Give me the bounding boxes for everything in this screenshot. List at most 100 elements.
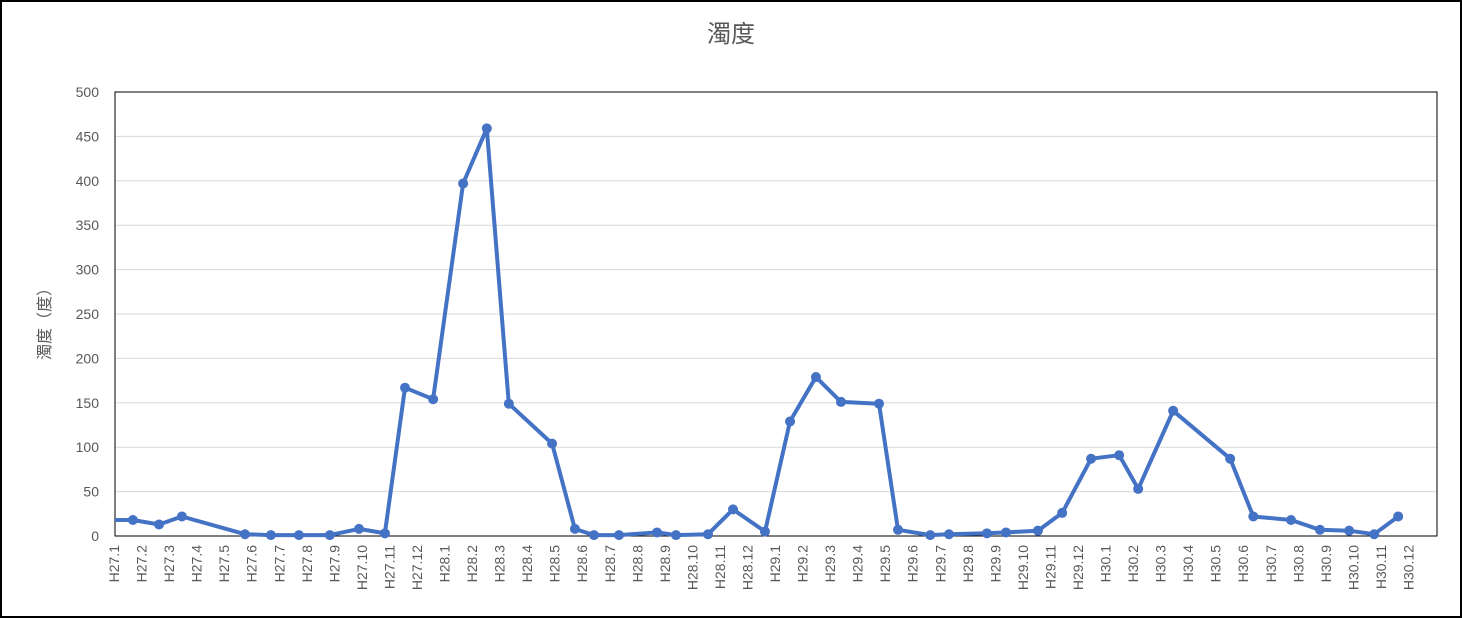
data-point (925, 530, 936, 541)
x-tick-label: H30.7 (1263, 545, 1279, 583)
x-tick-label: H30.10 (1345, 545, 1361, 590)
x-tick-label: H28.2 (464, 545, 480, 583)
data-point (1225, 453, 1236, 464)
data-point (1133, 483, 1144, 494)
x-tick-label: H28.3 (492, 545, 508, 583)
data-point (1057, 507, 1068, 518)
y-tick-label: 300 (76, 262, 100, 278)
x-tick-label: H30.12 (1400, 545, 1416, 590)
x-tick-label: H29.3 (822, 545, 838, 583)
data-point (547, 438, 558, 449)
x-tick-label: H30.9 (1318, 545, 1334, 583)
data-point (400, 382, 411, 393)
x-tick-label: H29.8 (960, 545, 976, 583)
data-point (1248, 511, 1259, 522)
x-tick-label: H28.5 (547, 545, 563, 583)
x-tick-label: H27.11 (381, 545, 397, 589)
data-point (1114, 450, 1125, 461)
data-line (115, 126, 1400, 538)
data-point (265, 530, 276, 541)
x-tick-label: H30.1 (1098, 545, 1114, 583)
x-tick-label: H27.4 (189, 545, 205, 583)
data-point (239, 529, 250, 540)
x-tick-label: H27.2 (134, 545, 150, 583)
data-point (1000, 527, 1011, 538)
data-point (458, 178, 469, 189)
y-tick-label: 350 (76, 217, 100, 233)
x-tick-label: H29.7 (932, 545, 948, 583)
data-point (810, 372, 821, 383)
x-tick-label: H27.10 (354, 545, 370, 590)
data-point (652, 527, 663, 538)
y-tick-label: 500 (76, 84, 100, 100)
x-tick-label: H28.7 (602, 545, 618, 583)
x-tick-label: H28.8 (629, 545, 645, 583)
x-tick-label: H30.2 (1125, 545, 1141, 583)
x-tick-label: H29.6 (905, 545, 921, 583)
y-tick-label: 200 (76, 350, 100, 366)
data-point (785, 416, 796, 427)
x-tick-label: H29.11 (1042, 545, 1058, 589)
plot-frame (114, 91, 1438, 537)
data-point (943, 529, 954, 540)
x-tick-label: H30.11 (1373, 545, 1389, 589)
x-tick-label: H27.3 (161, 545, 177, 583)
data-point (176, 511, 187, 522)
data-point (893, 524, 904, 535)
x-tick-label: H29.1 (767, 545, 783, 583)
x-tick-label: H28.4 (519, 545, 535, 583)
data-point (127, 515, 138, 526)
x-tick-label: H28.10 (684, 545, 700, 590)
data-point (1393, 511, 1404, 522)
x-tick-label: H30.8 (1290, 545, 1306, 583)
chart-title: 濁度 (707, 21, 755, 48)
data-point (293, 530, 304, 541)
x-tick-label: H27.7 (271, 545, 287, 583)
data-point (1344, 525, 1355, 536)
x-tick-label: H29.5 (877, 545, 893, 583)
data-point (588, 530, 599, 541)
x-tick-label: H29.2 (795, 545, 811, 583)
data-point (702, 529, 713, 540)
y-axis-label: 濁度（度） (36, 280, 54, 360)
y-tick-label: 450 (76, 128, 100, 144)
x-tick-label: H27.1 (106, 545, 122, 583)
x-tick-label: H27.5 (216, 545, 232, 583)
x-tick-label: H27.8 (299, 545, 315, 583)
data-point (154, 519, 165, 530)
data-point (503, 398, 514, 409)
y-tick-label: 0 (91, 528, 99, 544)
x-tick-label: H29.9 (987, 545, 1003, 583)
data-point (481, 123, 492, 134)
data-point (874, 398, 885, 409)
x-tick-label: H28.9 (657, 545, 673, 583)
x-tick-label: H30.5 (1208, 545, 1224, 583)
x-tick-label: H29.10 (1015, 545, 1031, 590)
x-tick-label: H27.12 (409, 545, 425, 590)
x-tick-label: H28.1 (437, 545, 453, 583)
x-tick-label: H29.12 (1070, 545, 1086, 590)
data-point (1032, 525, 1043, 536)
x-tick-label: H28.11 (712, 545, 728, 589)
data-point (728, 504, 739, 515)
y-tick-label: 250 (76, 306, 100, 322)
x-tick-label: H28.12 (739, 545, 755, 590)
data-point (759, 526, 770, 537)
y-tick-label: 150 (76, 395, 100, 411)
data-point (981, 528, 992, 539)
data-point (569, 523, 580, 534)
data-point (354, 523, 365, 534)
x-tick-label: H27.9 (326, 545, 342, 583)
y-tick-label: 50 (83, 484, 99, 500)
data-point (1369, 529, 1380, 540)
x-tick-label: H27.6 (244, 545, 260, 583)
data-point (835, 396, 846, 407)
data-point (1286, 515, 1297, 526)
x-tick-label: H28.6 (574, 545, 590, 583)
x-tick-label: H29.4 (850, 545, 866, 583)
y-tick-label: 100 (76, 439, 100, 455)
data-point (671, 530, 682, 541)
x-tick-label: H30.4 (1180, 545, 1196, 583)
x-tick-label: H30.6 (1235, 545, 1251, 583)
